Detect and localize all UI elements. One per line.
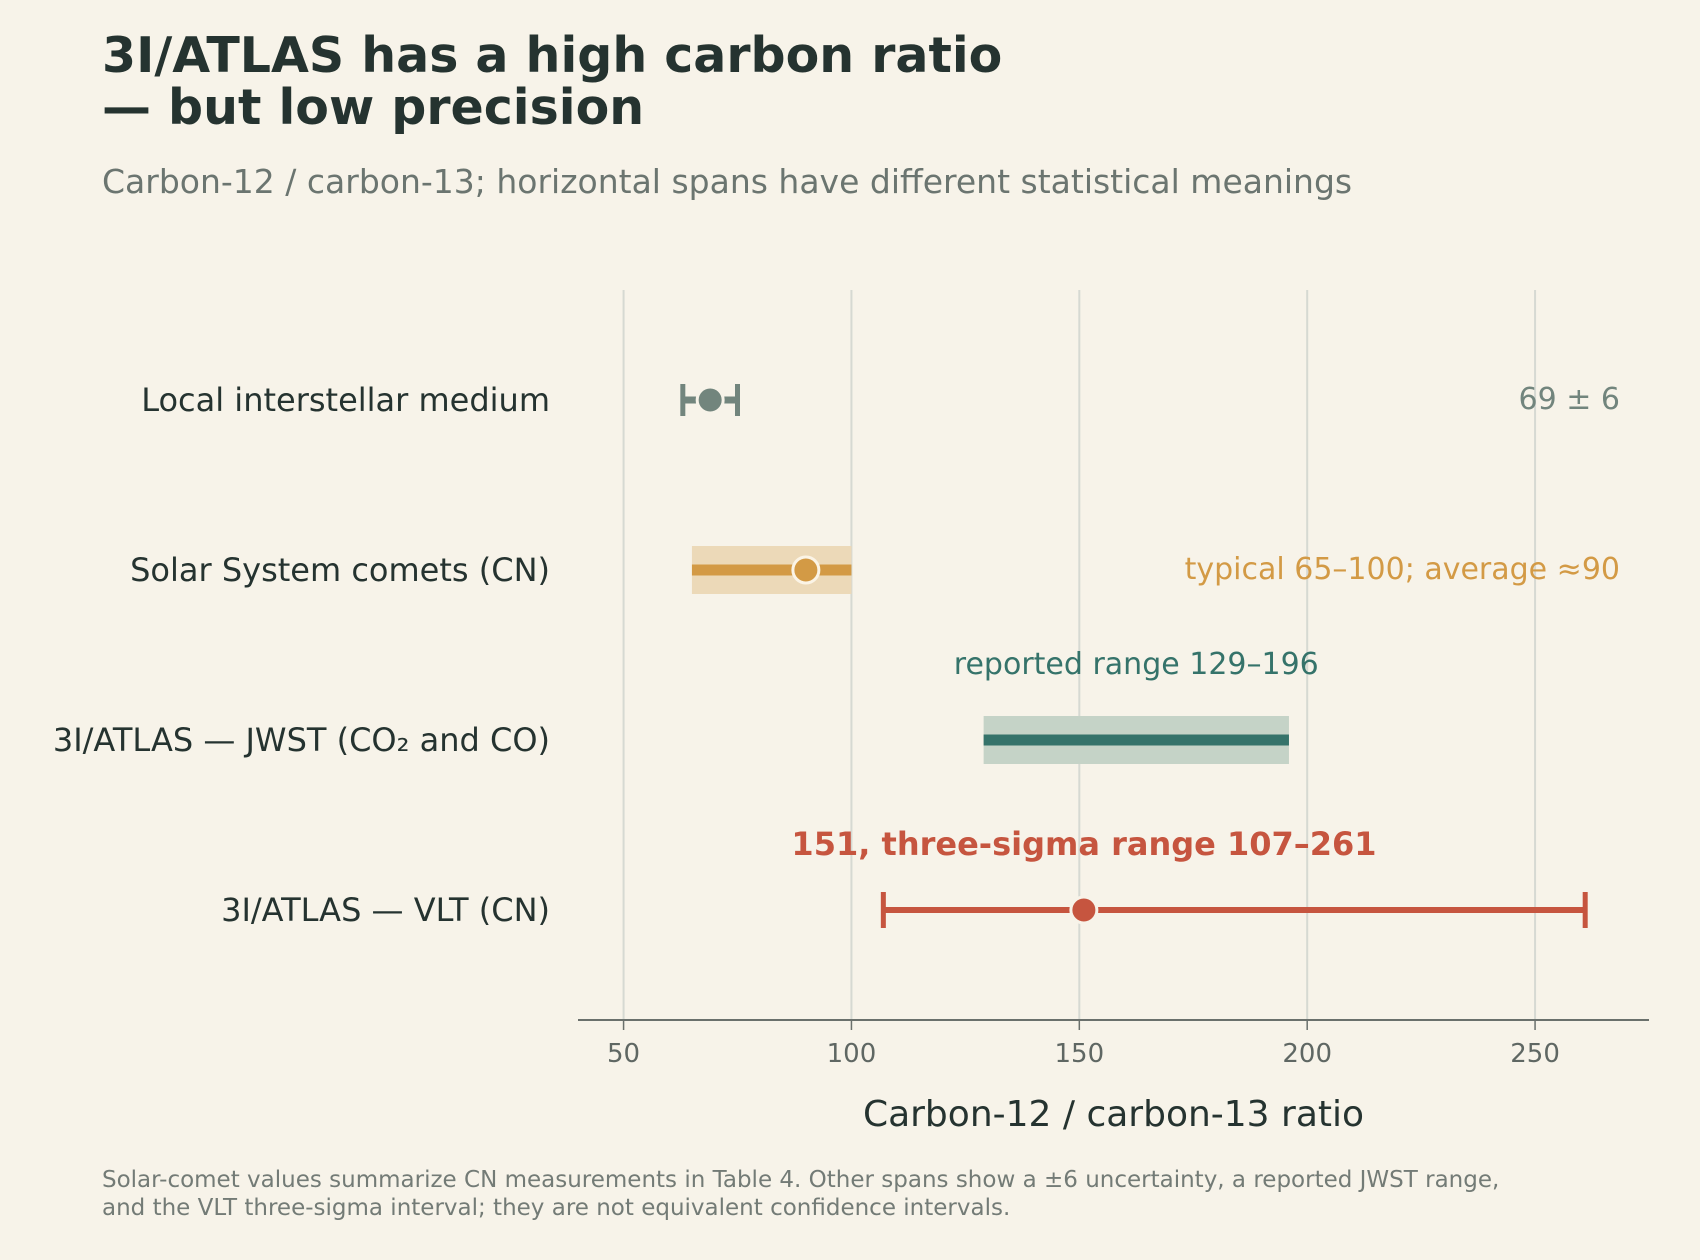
footnote: Solar-comet values summarize CN measurem… <box>102 1166 1499 1222</box>
chart-title: 3I/ATLAS has a high carbon ratio — but l… <box>102 30 1002 134</box>
x-tick-label: 50 <box>607 1039 640 1069</box>
x-axis-label: Carbon-12 / carbon-13 ratio <box>863 1094 1364 1135</box>
x-tick-label: 100 <box>827 1039 877 1069</box>
center-point <box>1069 895 1099 925</box>
row-label: Solar System comets (CN) <box>130 551 550 589</box>
x-tick-label: 150 <box>1054 1039 1104 1069</box>
row-label: Local interstellar medium <box>141 381 550 419</box>
x-tick-label: 250 <box>1510 1039 1560 1069</box>
footnote-line-2: and the VLT three-sigma interval; they a… <box>102 1195 1011 1221</box>
row-annotation: typical 65–100; average ≈90 <box>1185 552 1620 587</box>
center-point <box>791 555 821 585</box>
chart-title-line-1: 3I/ATLAS has a high carbon ratio <box>102 27 1003 84</box>
footnote-line-1: Solar-comet values summarize CN measurem… <box>102 1167 1500 1193</box>
row-label: 3I/ATLAS — JWST (CO₂ and CO) <box>53 721 550 759</box>
row-annotation: reported range 129–196 <box>954 647 1319 682</box>
center-point <box>695 385 725 415</box>
chart-subtitle: Carbon-12 / carbon-13; horizontal spans … <box>102 162 1353 201</box>
row-annotation: 151, three-sigma range 107–261 <box>791 825 1376 863</box>
row-label: 3I/ATLAS — VLT (CN) <box>221 891 550 929</box>
x-tick-label: 200 <box>1282 1039 1332 1069</box>
chart-title-line-2: — but low precision <box>102 79 645 136</box>
row-annotation: 69 ± 6 <box>1519 382 1620 417</box>
